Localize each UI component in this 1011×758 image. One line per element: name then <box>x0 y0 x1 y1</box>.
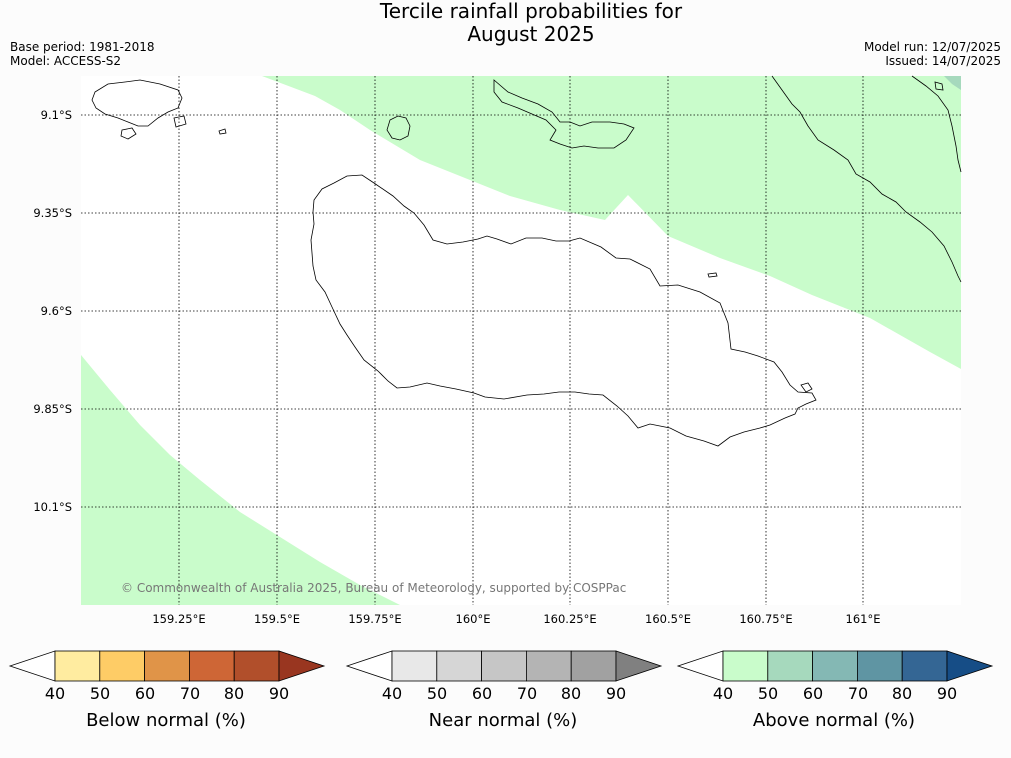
coastline-nw-islet-3 <box>218 128 227 135</box>
above-normal-50-region-south <box>81 355 400 605</box>
legend-tick: 50 <box>90 684 110 703</box>
legend-arrow-low <box>8 650 56 682</box>
legend-near-normal: 40 50 60 70 80 90 Near normal (%) <box>345 650 663 731</box>
above-normal-60-region-north <box>944 76 961 90</box>
lat-label: 9.6°S <box>41 304 72 318</box>
coastlines <box>91 75 962 447</box>
longitude-labels: 159.25°E 159.5°E 159.75°E 160°E 160.25°E… <box>152 612 880 626</box>
legend-swatch <box>144 650 190 682</box>
legend-swatch <box>856 650 903 682</box>
lat-label: 9.1°S <box>41 108 72 122</box>
legend-swatch <box>767 650 814 682</box>
lon-label: 159.25°E <box>152 612 205 626</box>
legend-swatch <box>99 650 146 682</box>
lat-label: 10.1°S <box>33 500 72 514</box>
coastline-guadalcanal <box>310 174 817 447</box>
title-line-1: Tercile rainfall probabilities for <box>379 0 683 23</box>
model-name: Model: ACCESS-S2 <box>10 54 122 68</box>
lon-label: 159.5°E <box>254 612 300 626</box>
title-line-2: August 2025 <box>467 22 595 46</box>
legend-tick: 60 <box>472 684 492 703</box>
lon-label: 161°E <box>846 612 881 626</box>
legend-swatch <box>481 650 527 682</box>
legend-swatch <box>233 650 280 682</box>
legend-swatch <box>722 650 769 682</box>
legend-tick: 70 <box>848 684 868 703</box>
lat-label: 9.85°S <box>33 402 72 416</box>
legend-tick: 40 <box>382 684 402 703</box>
legend-swatch <box>188 650 235 682</box>
legend-swatch <box>525 650 572 682</box>
legend-arrow-high <box>615 650 663 682</box>
legend-tick: 90 <box>937 684 957 703</box>
legend-arrow-high <box>278 650 326 682</box>
legend-tick: 70 <box>517 684 537 703</box>
meta-right: Model run: 12/07/2025 Issued: 14/07/2025 <box>864 40 1001 68</box>
lon-label: 159.75°E <box>348 612 401 626</box>
legend-swatch <box>54 650 101 682</box>
issued-date: Issued: 14/07/2025 <box>885 54 1001 68</box>
coastline-east-islet-1 <box>800 382 813 393</box>
above-normal-50-region-north <box>262 76 961 369</box>
coastline-savo-islet <box>707 272 718 278</box>
model-run: Model run: 12/07/2025 <box>863 40 1001 54</box>
coastline-malaita-north <box>911 75 962 173</box>
latitude-labels: 9.1°S 9.35°S 9.6°S 9.85°S 10.1°S <box>33 108 72 514</box>
coastline-nw-islet-1 <box>120 127 137 140</box>
map-title: Tercile rainfall probabilities for Augus… <box>0 0 1011 46</box>
copyright-notice: © Commonwealth of Australia 2025, Bureau… <box>121 581 626 595</box>
lon-label: 160.75°E <box>739 612 792 626</box>
base-period: Base period: 1981-2018 <box>10 40 155 54</box>
legend-arrow-high <box>946 650 994 682</box>
coastline-malaita-islet <box>934 81 944 91</box>
legend-swatch <box>812 650 858 682</box>
coastline-florida-islands <box>493 79 635 149</box>
coastline-malaita <box>771 75 962 283</box>
legend-title: Near normal (%) <box>429 710 578 731</box>
legend-arrow-low <box>676 650 724 682</box>
legend-tick: 70 <box>180 684 200 703</box>
legend-swatch <box>391 650 438 682</box>
legend-tick: 80 <box>224 684 244 703</box>
legend-tick: 40 <box>45 684 65 703</box>
legend-tick: 80 <box>892 684 912 703</box>
legend-tick: 50 <box>427 684 447 703</box>
coastline-round-island <box>386 115 411 141</box>
legend-title: Below normal (%) <box>86 710 246 731</box>
lon-label: 160.25°E <box>543 612 596 626</box>
legend-below-normal: 40 50 60 70 80 90 Below normal (%) <box>8 650 326 731</box>
legend-tick: 60 <box>803 684 823 703</box>
legend-tick: 50 <box>758 684 778 703</box>
lon-label: 160°E <box>456 612 491 626</box>
lat-label: 9.35°S <box>33 206 72 220</box>
legend-title: Above normal (%) <box>753 710 915 731</box>
legend-swatch <box>570 650 617 682</box>
legend-above-normal: 40 50 60 70 80 90 Above normal (%) <box>676 650 994 731</box>
legend-tick: 90 <box>606 684 626 703</box>
legend-tick: 40 <box>713 684 733 703</box>
legend-tick: 60 <box>135 684 155 703</box>
legend-tick: 90 <box>269 684 289 703</box>
legend-swatch <box>436 650 483 682</box>
lon-label: 160.5°E <box>645 612 691 626</box>
legend-tick: 80 <box>561 684 581 703</box>
gridlines <box>81 76 961 605</box>
probability-shading <box>81 76 961 605</box>
legend-swatch <box>901 650 948 682</box>
legend-arrow-low <box>345 650 393 682</box>
coastline-nw-islet-2 <box>173 115 187 128</box>
meta-left: Base period: 1981-2018 Model: ACCESS-S2 <box>10 40 155 68</box>
